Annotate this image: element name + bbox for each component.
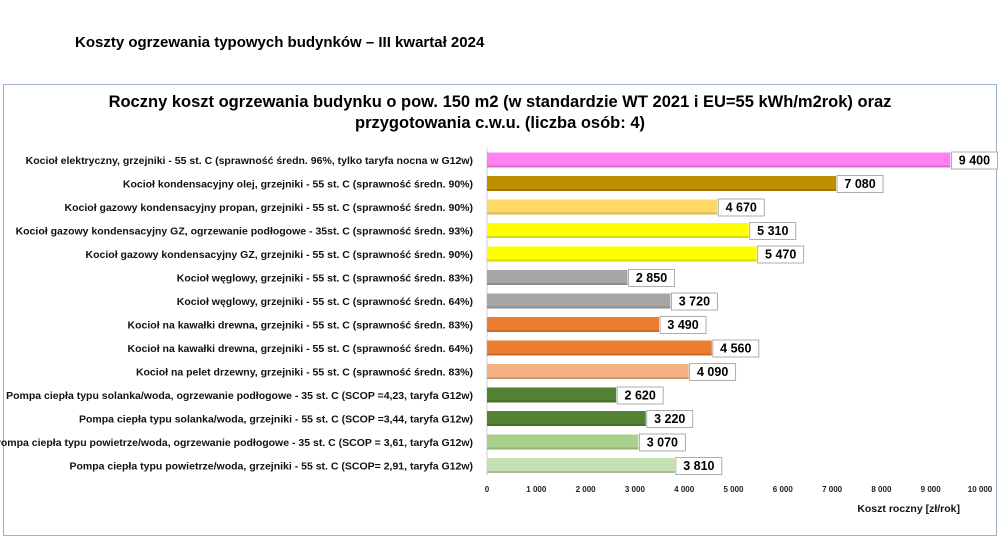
bar (487, 458, 675, 473)
category-label: Kocioł na pelet drzewny, grzejniki - 55 … (136, 367, 473, 379)
page-title: Koszty ogrzewania typowych budynków – II… (75, 34, 485, 51)
bar-shadow (487, 306, 671, 309)
data-label-box (951, 151, 998, 170)
bar (487, 176, 837, 191)
data-label: 3 070 (647, 436, 678, 450)
category-label: Kocioł elektryczny, grzejniki - 55 st. C… (26, 155, 473, 167)
bar-shadow (487, 424, 646, 426)
bar-shadow (487, 330, 660, 332)
bar-shadow (487, 212, 718, 215)
bar (487, 199, 718, 215)
bar (487, 293, 671, 309)
data-label-box (717, 198, 765, 217)
x-tick-label: 4 000 (674, 485, 695, 494)
data-label: 9 400 (959, 154, 990, 168)
x-tick-label: 10 000 (968, 485, 993, 494)
bar-shadow (487, 259, 757, 262)
bar (487, 364, 689, 379)
bar (487, 270, 628, 285)
bar-shadow (487, 377, 689, 379)
data-label-box (689, 363, 737, 381)
x-tick-label: 1 000 (526, 485, 547, 494)
category-label: Pompa ciepła typu powietrze/woda, ogrzew… (0, 437, 473, 449)
data-label-box (659, 316, 707, 334)
data-label-box (638, 433, 686, 452)
bar (487, 317, 660, 332)
data-label: 4 670 (726, 201, 757, 215)
data-label: 5 310 (757, 224, 788, 238)
bar-shadow (487, 165, 951, 168)
data-label-box (757, 245, 805, 264)
bar-shadow (487, 400, 617, 403)
data-label: 5 470 (765, 248, 796, 262)
bar (487, 246, 757, 262)
category-label: Kocioł na kawałki drewna, grzejniki - 55… (128, 320, 473, 332)
x-tick-label: 0 (485, 485, 490, 494)
data-label-box (836, 175, 884, 193)
category-label: Kocioł gazowy kondensacyjny GZ, ogrzewan… (16, 226, 473, 238)
data-label: 3 220 (654, 412, 685, 426)
x-axis-title: Koszt roczny [zł/rok] (857, 503, 960, 515)
data-label-box (675, 457, 723, 475)
data-label: 4 090 (697, 365, 728, 379)
category-label: Kocioł kondensacyjny olej, grzejniki - 5… (123, 179, 473, 191)
category-label: Pompa ciepła typu solanka/woda, grzejnik… (79, 414, 473, 426)
category-label: Kocioł gazowy kondensacyjny GZ, grzejnik… (86, 249, 473, 261)
data-label: 3 720 (679, 295, 710, 309)
bar (487, 411, 646, 426)
data-label-box (670, 292, 718, 311)
bar-shadow (487, 471, 675, 473)
chart-title-line-1: Roczny koszt ogrzewania budynku o pow. 1… (108, 93, 892, 111)
data-label: 2 850 (636, 271, 667, 285)
category-label: Kocioł węglowy, grzejniki - 55 st. C (sp… (177, 296, 473, 308)
x-tick-label: 2 000 (576, 485, 597, 494)
data-label: 4 560 (720, 342, 751, 356)
x-tick-label: 5 000 (723, 485, 744, 494)
bar (487, 152, 951, 168)
x-tick-label: 9 000 (921, 485, 942, 494)
data-label-box (646, 410, 694, 428)
data-label-box (712, 339, 760, 358)
chart-title-line-2: przygotowania c.w.u. (liczba osób: 4) (355, 114, 645, 132)
bar-shadow (487, 447, 639, 450)
chart-frame (3, 84, 997, 536)
category-label: Kocioł gazowy kondensacyjny propan, grze… (65, 202, 473, 214)
data-label: 3 810 (683, 459, 714, 473)
x-tick-label: 6 000 (773, 485, 794, 494)
data-label-box (616, 386, 664, 405)
bar-shadow (487, 353, 712, 356)
bar (487, 223, 749, 238)
x-tick-label: 7 000 (822, 485, 843, 494)
chart-title: Roczny koszt ogrzewania budynku o pow. 1… (0, 92, 1000, 134)
data-label: 7 080 (844, 177, 875, 191)
data-label: 3 490 (667, 318, 698, 332)
bar-shadow (487, 283, 628, 285)
data-label-box (749, 222, 797, 240)
bar (487, 340, 712, 356)
bar (487, 434, 639, 450)
category-label: Pompa ciepła typu powietrze/woda, grzejn… (70, 461, 474, 473)
data-label: 2 620 (625, 389, 656, 403)
x-tick-label: 3 000 (625, 485, 646, 494)
bar (487, 387, 617, 403)
bar-shadow (487, 236, 749, 238)
x-tick-label: 8 000 (871, 485, 892, 494)
category-label: Kocioł węglowy, grzejniki - 55 st. C (sp… (177, 273, 473, 285)
data-label-box (628, 269, 675, 287)
category-label: Kocioł na kawałki drewna, grzejniki - 55… (128, 343, 473, 355)
bar-shadow (487, 189, 837, 191)
category-label: Pompa ciepła typu solanka/woda, ogrzewan… (6, 390, 473, 402)
